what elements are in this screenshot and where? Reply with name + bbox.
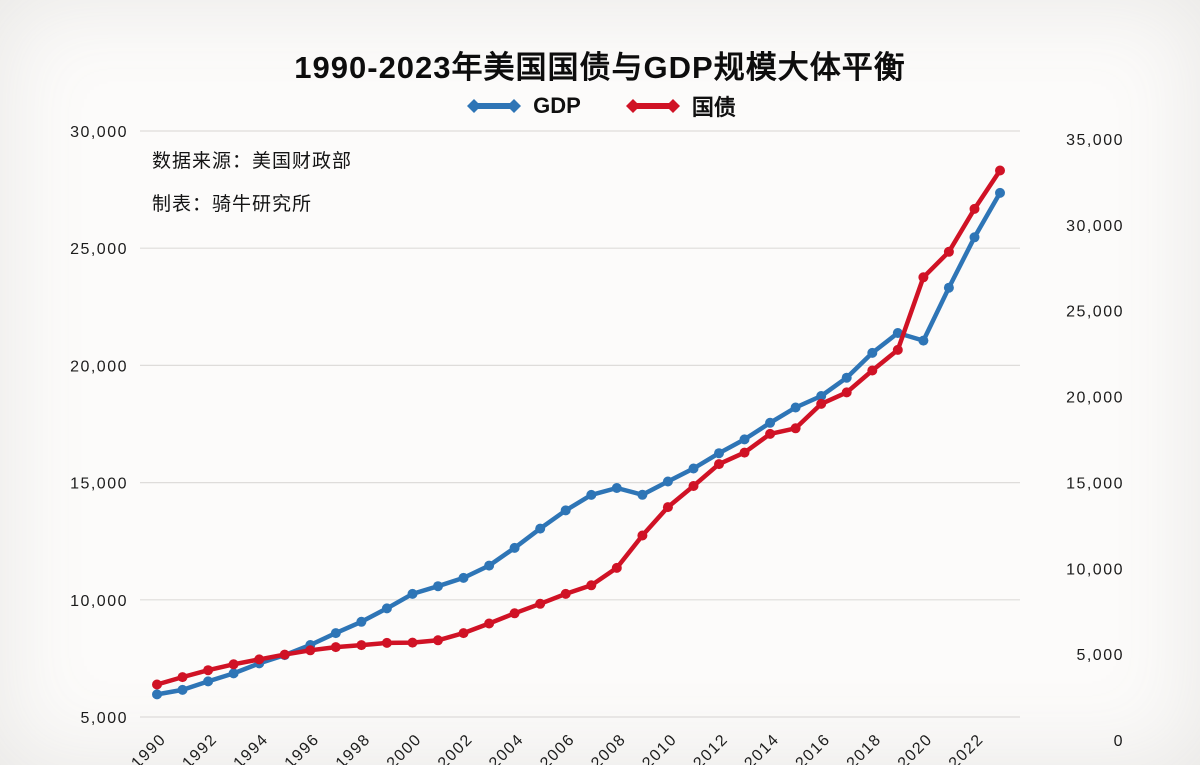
legend-item-gdp: GDP bbox=[464, 93, 581, 119]
x-axis-tick-label: 2010 bbox=[639, 731, 680, 765]
y-axis-right-tick-label: 20,000 bbox=[1066, 390, 1124, 407]
y-axis-left-tick-label: 10,000 bbox=[70, 593, 128, 610]
legend-label-gdp: GDP bbox=[533, 93, 581, 118]
legend-label-debt: 国债 bbox=[691, 95, 736, 120]
x-axis-tick-label: 2022 bbox=[946, 731, 987, 765]
x-axis-tick-label: 2020 bbox=[895, 731, 936, 765]
y-axis-left-tick-label: 15,000 bbox=[70, 476, 128, 493]
y-axis-right-tick-label: 35,000 bbox=[1066, 132, 1124, 149]
y-axis-right-tick-label: 0 bbox=[1114, 733, 1124, 750]
y-axis-right-tick-label: 30,000 bbox=[1066, 218, 1124, 235]
x-axis-tick-label: 2012 bbox=[690, 731, 731, 765]
debt-line-series bbox=[152, 165, 1005, 690]
x-axis-tick-label: 2002 bbox=[435, 731, 476, 765]
x-axis-tick-label: 1994 bbox=[231, 731, 272, 765]
y-axis-left-tick-label: 30,000 bbox=[70, 124, 128, 141]
gridlines bbox=[140, 130, 1020, 718]
x-axis-tick-label: 1996 bbox=[282, 731, 323, 765]
legend-item-debt: 国债 bbox=[623, 90, 736, 122]
y-axis-right-tick-label: 10,000 bbox=[1066, 561, 1124, 578]
x-axis-tick-label: 2000 bbox=[384, 731, 425, 765]
gdp-line-marker-icon bbox=[467, 99, 522, 113]
gdp-line-series bbox=[152, 187, 1005, 700]
x-axis-tick-label: 1990 bbox=[128, 731, 169, 765]
annotation-author: 制表：骑牛研究所 bbox=[152, 194, 313, 215]
x-axis-tick-label: 2016 bbox=[793, 731, 834, 765]
y-axis-right: 35,000 30,000 25,000 20,000 15,000 10,000 5,00… bbox=[1066, 132, 1124, 750]
y-axis-right-tick-label: 5,000 bbox=[1076, 647, 1124, 664]
chart-legend: GDP 国债 bbox=[0, 90, 1200, 122]
x-axis-tick-label: 2004 bbox=[486, 731, 527, 765]
x-axis-tick-label: 2006 bbox=[537, 731, 578, 765]
x-axis-tick-label: 2014 bbox=[741, 731, 782, 765]
annotation-data-source: 数据来源：美国财政部 bbox=[152, 151, 353, 172]
y-axis-left-tick-label: 20,000 bbox=[70, 358, 128, 375]
chart-title: 1990-2023年美国国债与GDP规模大体平衡 bbox=[294, 50, 906, 85]
debt-line-marker-icon bbox=[625, 99, 680, 113]
y-axis-left-tick-label: 25,000 bbox=[70, 241, 128, 258]
y-axis-left-tick-label: 5,000 bbox=[80, 710, 128, 727]
x-axis-tick-label: 1998 bbox=[333, 731, 374, 765]
y-axis-left: 30,000 25,000 20,000 15,000 10,000 5,000 bbox=[70, 124, 128, 727]
x-axis: 1990 1992 1994 1996 1998 2000 2002 2004 2006 2008… bbox=[128, 731, 987, 765]
y-axis-right-tick-label: 15,000 bbox=[1066, 475, 1124, 492]
x-axis-tick-label: 1992 bbox=[179, 731, 220, 765]
x-axis-tick-label: 2008 bbox=[588, 731, 629, 765]
y-axis-right-tick-label: 25,000 bbox=[1066, 304, 1124, 321]
x-axis-tick-label: 2018 bbox=[844, 731, 885, 765]
